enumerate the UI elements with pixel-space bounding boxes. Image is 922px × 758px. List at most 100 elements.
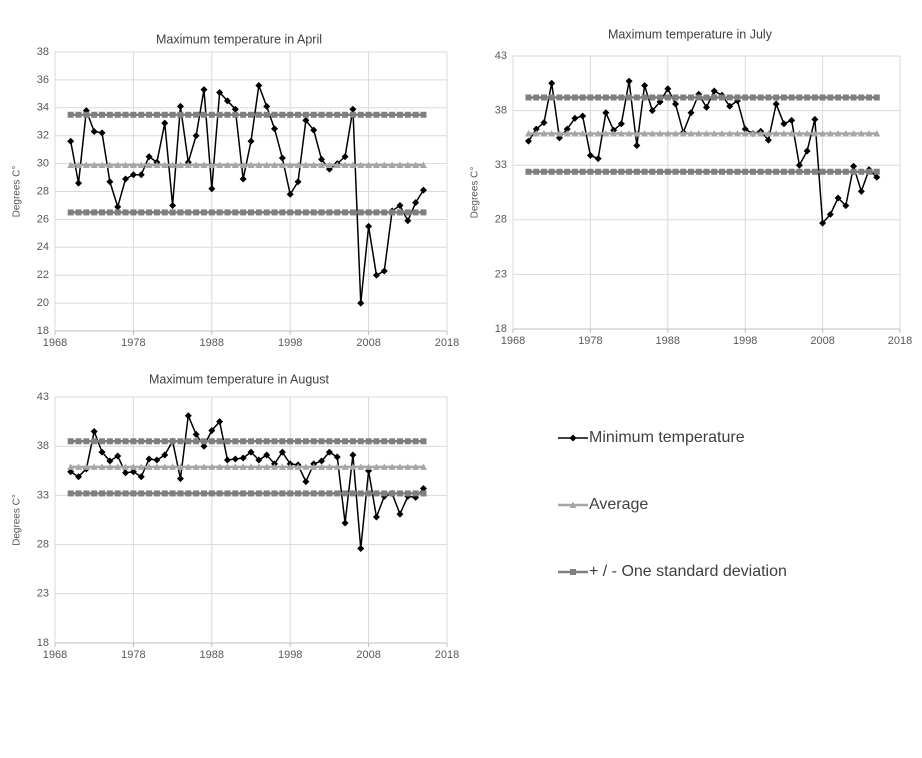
- square-marker: [255, 209, 262, 216]
- square-marker: [83, 490, 90, 497]
- square-marker: [866, 168, 873, 175]
- square-marker: [734, 94, 741, 101]
- triangle-marker: [749, 130, 757, 137]
- square-marker: [161, 438, 168, 445]
- triangle-marker: [633, 130, 641, 137]
- square-marker: [295, 111, 302, 118]
- square-marker: [757, 94, 764, 101]
- square-marker: [334, 490, 341, 497]
- diamond-marker: [184, 412, 192, 420]
- triangle-marker: [341, 463, 349, 470]
- square-marker: [827, 94, 834, 101]
- triangle-marker: [404, 463, 412, 470]
- square-marker: [271, 490, 278, 497]
- y-tick-label: 28: [37, 185, 49, 197]
- diamond-marker: [122, 469, 130, 477]
- square-marker: [649, 94, 656, 101]
- chart-title: Maximum temperature in July: [608, 27, 773, 41]
- square-marker: [232, 438, 239, 445]
- square-marker: [680, 94, 687, 101]
- diamond-marker: [726, 102, 734, 110]
- triangle-marker: [318, 161, 326, 168]
- triangle-marker: [200, 463, 208, 470]
- triangle-marker: [310, 463, 318, 470]
- square-marker: [240, 111, 247, 118]
- square-marker: [185, 490, 192, 497]
- square-marker: [75, 209, 82, 216]
- x-tick-label: 1988: [656, 335, 680, 347]
- square-marker: [224, 438, 231, 445]
- diamond-marker: [672, 100, 680, 108]
- square-marker: [287, 111, 294, 118]
- square-marker: [412, 111, 419, 118]
- square-marker: [153, 438, 160, 445]
- triangle-marker: [404, 161, 412, 168]
- square-marker: [819, 168, 826, 175]
- y-tick-label: 32: [37, 130, 49, 142]
- square-marker: [271, 438, 278, 445]
- square-marker: [334, 209, 341, 216]
- square-marker: [161, 490, 168, 497]
- square-marker: [672, 168, 679, 175]
- square-marker: [122, 438, 129, 445]
- triangle-marker: [137, 161, 145, 168]
- square-marker: [310, 209, 317, 216]
- diamond-marker: [90, 427, 98, 435]
- triangle-marker: [826, 130, 834, 137]
- square-marker: [412, 438, 419, 445]
- square-marker: [389, 438, 396, 445]
- triangle-marker: [679, 130, 687, 137]
- square-marker: [310, 438, 317, 445]
- triangle-marker: [524, 130, 532, 137]
- triangle-marker: [764, 130, 772, 137]
- square-marker: [703, 94, 710, 101]
- square-marker: [357, 490, 364, 497]
- square-marker: [626, 168, 633, 175]
- square-marker: [75, 490, 82, 497]
- square-marker: [819, 94, 826, 101]
- triangle-marker: [594, 130, 602, 137]
- square-marker: [420, 438, 427, 445]
- triangle-marker: [811, 130, 819, 137]
- square-marker: [255, 438, 262, 445]
- diamond-marker: [795, 161, 803, 169]
- square-marker: [67, 209, 74, 216]
- square-marker: [695, 168, 702, 175]
- diamond-marker: [129, 468, 137, 476]
- square-marker: [216, 209, 223, 216]
- diamond-marker: [396, 510, 404, 518]
- square-marker: [295, 490, 302, 497]
- square-marker: [240, 490, 247, 497]
- square-marker: [626, 94, 633, 101]
- square-marker: [310, 111, 317, 118]
- square-marker: [216, 438, 223, 445]
- triangle-marker: [672, 130, 680, 137]
- square-marker: [177, 111, 184, 118]
- triangle-marker: [555, 130, 563, 137]
- triangle-marker: [114, 463, 122, 470]
- square-marker: [208, 490, 215, 497]
- triangle-marker: [255, 463, 263, 470]
- diamond-marker: [357, 545, 365, 553]
- triangle-marker: [540, 130, 548, 137]
- x-tick-label: 2008: [810, 335, 834, 347]
- square-marker: [302, 209, 309, 216]
- triangle-marker: [67, 463, 75, 470]
- triangle-marker: [586, 130, 594, 137]
- y-tick-label: 28: [37, 539, 49, 551]
- diamond-marker: [208, 426, 216, 434]
- diamond-marker: [396, 201, 404, 209]
- square-marker: [169, 111, 176, 118]
- y-tick-label: 30: [37, 158, 49, 170]
- square-marker: [302, 438, 309, 445]
- triangle-marker: [388, 161, 396, 168]
- square-marker: [842, 168, 849, 175]
- square-marker: [295, 209, 302, 216]
- triangle-marker: [579, 130, 587, 137]
- square-marker: [185, 209, 192, 216]
- square-marker: [248, 438, 254, 445]
- triangle-marker: [263, 161, 271, 168]
- square-marker: [83, 209, 90, 216]
- y-tick-label: 18: [495, 323, 507, 335]
- triangle-marker: [772, 130, 780, 137]
